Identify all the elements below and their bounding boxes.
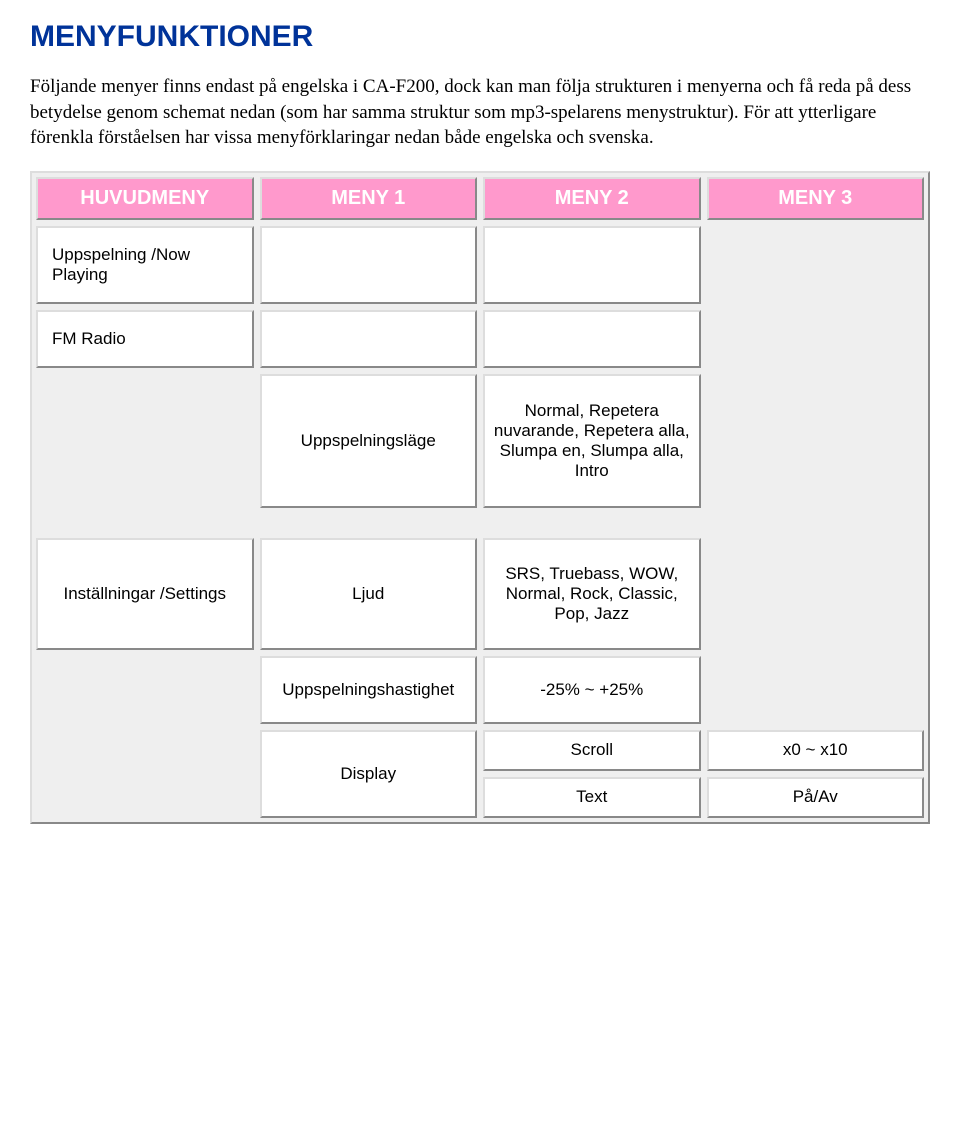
- row-installningar: Inställningar /Settings: [36, 538, 254, 650]
- row-fmradio: FM Radio: [36, 310, 254, 368]
- row-empty-m3b: [707, 538, 925, 724]
- menu-table-frame: HUVUDMENY MENY 1 MENY 2 MENY 3 Uppspelni…: [30, 171, 930, 824]
- row-scroll: Scroll: [483, 730, 701, 771]
- row-uppspelningslage: Uppspelningsläge: [260, 374, 478, 508]
- row-hastighet: Uppspelningshastighet: [260, 656, 478, 724]
- intro-paragraph: Följande menyer finns endast på engelska…: [30, 74, 930, 151]
- row-empty-c0: [36, 374, 254, 532]
- row-text: Text: [483, 777, 701, 818]
- row-uppspelning-m2: [483, 226, 701, 304]
- row-ljud: Ljud: [260, 538, 478, 650]
- row-ljud-opts: SRS, Truebass, WOW, Normal, Rock, Classi…: [483, 538, 701, 650]
- col-header-huvudmeny: HUVUDMENY: [36, 177, 254, 220]
- col-header-meny1: MENY 1: [260, 177, 478, 220]
- page-title: MENYFUNKTIONER: [30, 20, 930, 54]
- row-text-opts: På/Av: [707, 777, 925, 818]
- row-fmradio-m1: [260, 310, 478, 368]
- row-uppspelningslage-opts: Normal, Repetera nuvarande, Repetera all…: [483, 374, 701, 508]
- col-header-meny2: MENY 2: [483, 177, 701, 220]
- row-uppspelning-m1: [260, 226, 478, 304]
- row-fmradio-m2: [483, 310, 701, 368]
- row-display: Display: [260, 730, 478, 818]
- col-header-meny3: MENY 3: [707, 177, 925, 220]
- menu-table: HUVUDMENY MENY 1 MENY 2 MENY 3 Uppspelni…: [36, 177, 924, 818]
- row-hastighet-opts: -25% ~ +25%: [483, 656, 701, 724]
- row-scroll-opts: x0 ~ x10: [707, 730, 925, 771]
- row-uppspelning: Uppspelning /Now Playing: [36, 226, 254, 304]
- row-empty-m3: [707, 226, 925, 514]
